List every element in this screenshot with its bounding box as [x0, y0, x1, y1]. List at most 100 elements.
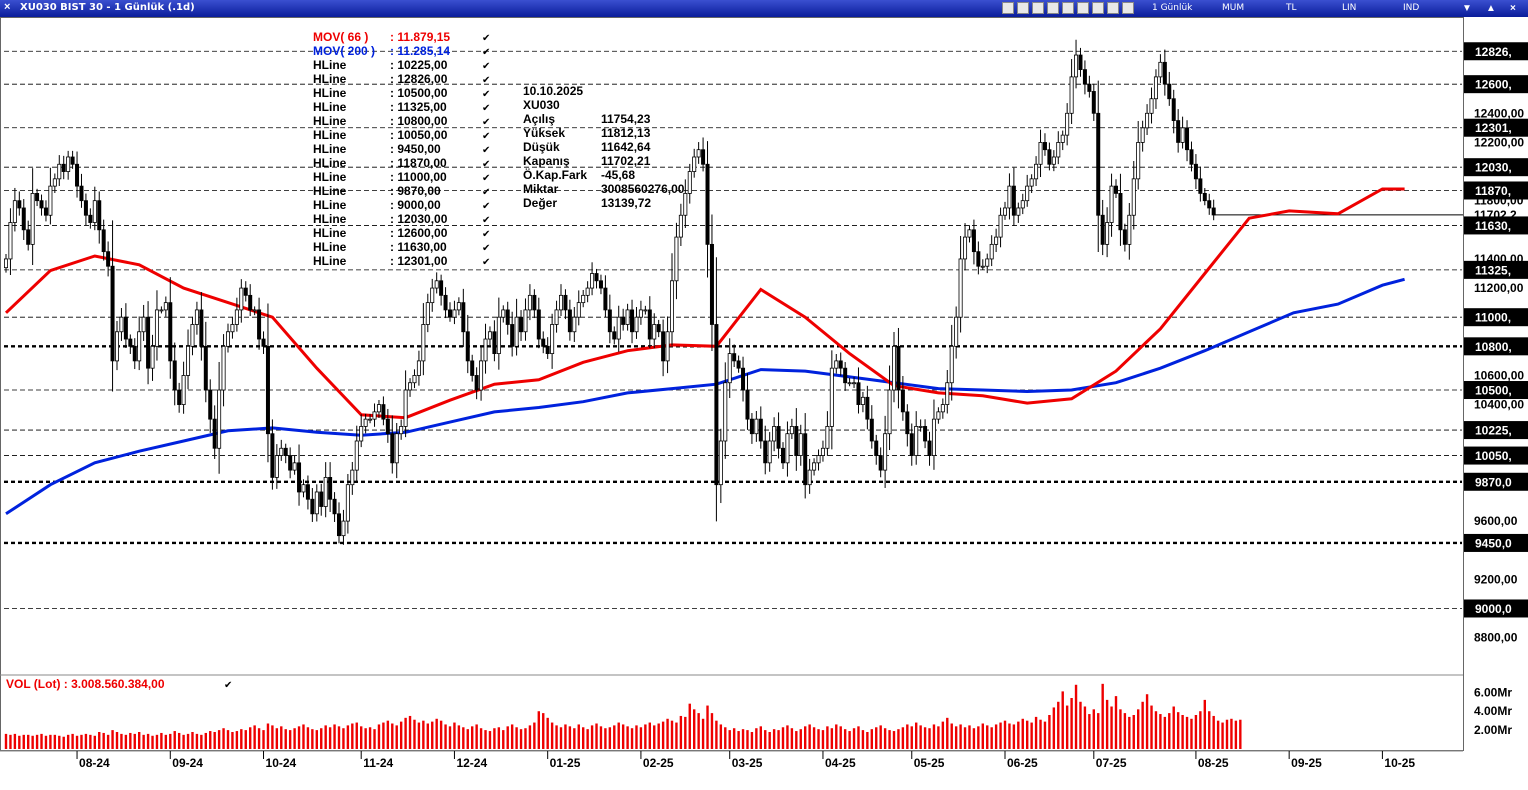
volume-bar [590, 725, 594, 749]
chart-icon[interactable] [1002, 2, 1014, 14]
visibility-check-icon[interactable]: ✔ [482, 89, 490, 100]
visibility-check-icon[interactable]: ✔ [482, 61, 490, 72]
candle-down [781, 447, 786, 464]
candle-up [119, 316, 124, 333]
volume-bar [1212, 715, 1215, 749]
indicator-name[interactable]: HLine [313, 142, 347, 156]
visibility-check-icon[interactable]: ✔ [482, 215, 490, 226]
indicator-name[interactable]: HLine [313, 100, 347, 114]
candle-up [301, 484, 306, 493]
window-close-icon[interactable]: × [4, 1, 11, 13]
visibility-check-icon[interactable]: ✔ [482, 173, 490, 184]
menu-currency[interactable]: TL [1286, 3, 1297, 13]
indicator-name[interactable]: HLine [313, 240, 347, 254]
minimize-icon[interactable]: ▼ [1462, 3, 1472, 14]
visibility-check-icon[interactable]: ✔ [482, 117, 490, 128]
hline-price-label: 10225, [1475, 424, 1512, 438]
volume-bar [1239, 719, 1242, 749]
pen-icon[interactable] [1017, 2, 1029, 14]
visibility-check-icon[interactable]: ✔ [482, 131, 490, 142]
indicator-name[interactable]: HLine [313, 114, 347, 128]
indicator-name[interactable]: HLine [313, 212, 347, 226]
candle-up [252, 309, 257, 312]
candle-down [439, 280, 444, 296]
info-label: Miktar [523, 182, 559, 196]
menu-period[interactable]: 1 Günlük [1152, 3, 1193, 13]
indicator-name[interactable]: MOV( 66 ) [313, 30, 368, 44]
candle-down [123, 316, 128, 340]
volume-bar [22, 734, 25, 749]
indicator-name[interactable]: HLine [313, 198, 347, 212]
window-close-button[interactable]: × [1510, 3, 1516, 14]
menu-scale[interactable]: LIN [1342, 3, 1357, 13]
restore-icon[interactable]: ▲ [1486, 3, 1496, 14]
visibility-check-icon[interactable]: ✔ [482, 145, 490, 156]
candle-down [248, 294, 253, 311]
candle-up [141, 316, 146, 333]
candle-down [297, 462, 302, 493]
volume-bar [355, 722, 358, 749]
volume-bar [284, 729, 287, 749]
candle-up [523, 309, 528, 333]
candle-up [670, 280, 675, 333]
indicator-name[interactable]: HLine [313, 86, 347, 100]
candle-down [43, 207, 48, 216]
visibility-check-icon[interactable]: ✔ [482, 257, 490, 268]
volume-bar [18, 735, 21, 749]
indicator-name[interactable]: HLine [313, 254, 347, 268]
visibility-check-icon[interactable]: ✔ [482, 159, 490, 170]
indicator-name[interactable]: HLine [313, 58, 347, 72]
indicator-name[interactable]: HLine [313, 128, 347, 142]
formula-icon[interactable] [1047, 2, 1059, 14]
candle-down [1185, 127, 1190, 151]
menu-chart-type[interactable]: MUM [1222, 3, 1245, 13]
volume-check-icon[interactable]: ✔ [224, 680, 232, 691]
indicator-name[interactable]: MOV( 200 ) [313, 44, 375, 58]
price-tick-label: 10400,00 [1474, 398, 1524, 412]
volume-bar [4, 733, 8, 749]
cursor-icon[interactable] [1107, 2, 1119, 14]
visibility-check-icon[interactable]: ✔ [482, 187, 490, 198]
indicator-name[interactable]: HLine [313, 170, 347, 184]
indicator-value: : 11.285,14 [390, 44, 450, 58]
indicator-name[interactable]: HLine [313, 156, 347, 170]
volume-bar [693, 709, 696, 749]
visibility-check-icon[interactable]: ✔ [482, 201, 490, 212]
candle-down [1189, 149, 1194, 165]
visibility-check-icon[interactable]: ✔ [482, 243, 490, 254]
volume-bar [1132, 715, 1135, 749]
candle-down [563, 294, 568, 311]
visibility-check-icon[interactable]: ✔ [482, 75, 490, 86]
volume-bar [875, 727, 878, 749]
print-icon[interactable] [1032, 2, 1044, 14]
volume-bar [608, 727, 612, 749]
volume-bar [408, 715, 412, 749]
volume-bar [200, 734, 203, 749]
visibility-check-icon[interactable]: ✔ [482, 103, 490, 114]
candle-down [732, 353, 737, 362]
brush-icon[interactable] [1077, 2, 1089, 14]
candle-up [785, 433, 790, 464]
volume-bar [377, 724, 381, 749]
menu-indicators[interactable]: IND [1403, 3, 1420, 13]
zoom-icon[interactable] [1122, 2, 1134, 14]
indicator-name[interactable]: HLine [313, 184, 347, 198]
volume-bar [493, 728, 496, 749]
visibility-check-icon[interactable]: ✔ [482, 47, 490, 58]
candle-down [208, 389, 213, 420]
grid-icon[interactable] [1062, 2, 1074, 14]
price-chart[interactable]: 12400,0012200,0011800,0011400,0011200,00… [0, 17, 1528, 790]
volume-bar [741, 729, 745, 749]
volume-bar [830, 728, 834, 749]
visibility-check-icon[interactable]: ✔ [482, 229, 490, 240]
visibility-check-icon[interactable]: ✔ [482, 33, 490, 44]
volume-bar [98, 732, 101, 749]
candle-up [1131, 178, 1136, 216]
volume-bar [1070, 698, 1073, 749]
candle-up [945, 382, 950, 405]
volume-bar [857, 726, 860, 749]
line-icon[interactable] [1092, 2, 1104, 14]
candle-down [865, 396, 870, 420]
indicator-name[interactable]: HLine [313, 72, 347, 86]
indicator-name[interactable]: HLine [313, 226, 347, 240]
